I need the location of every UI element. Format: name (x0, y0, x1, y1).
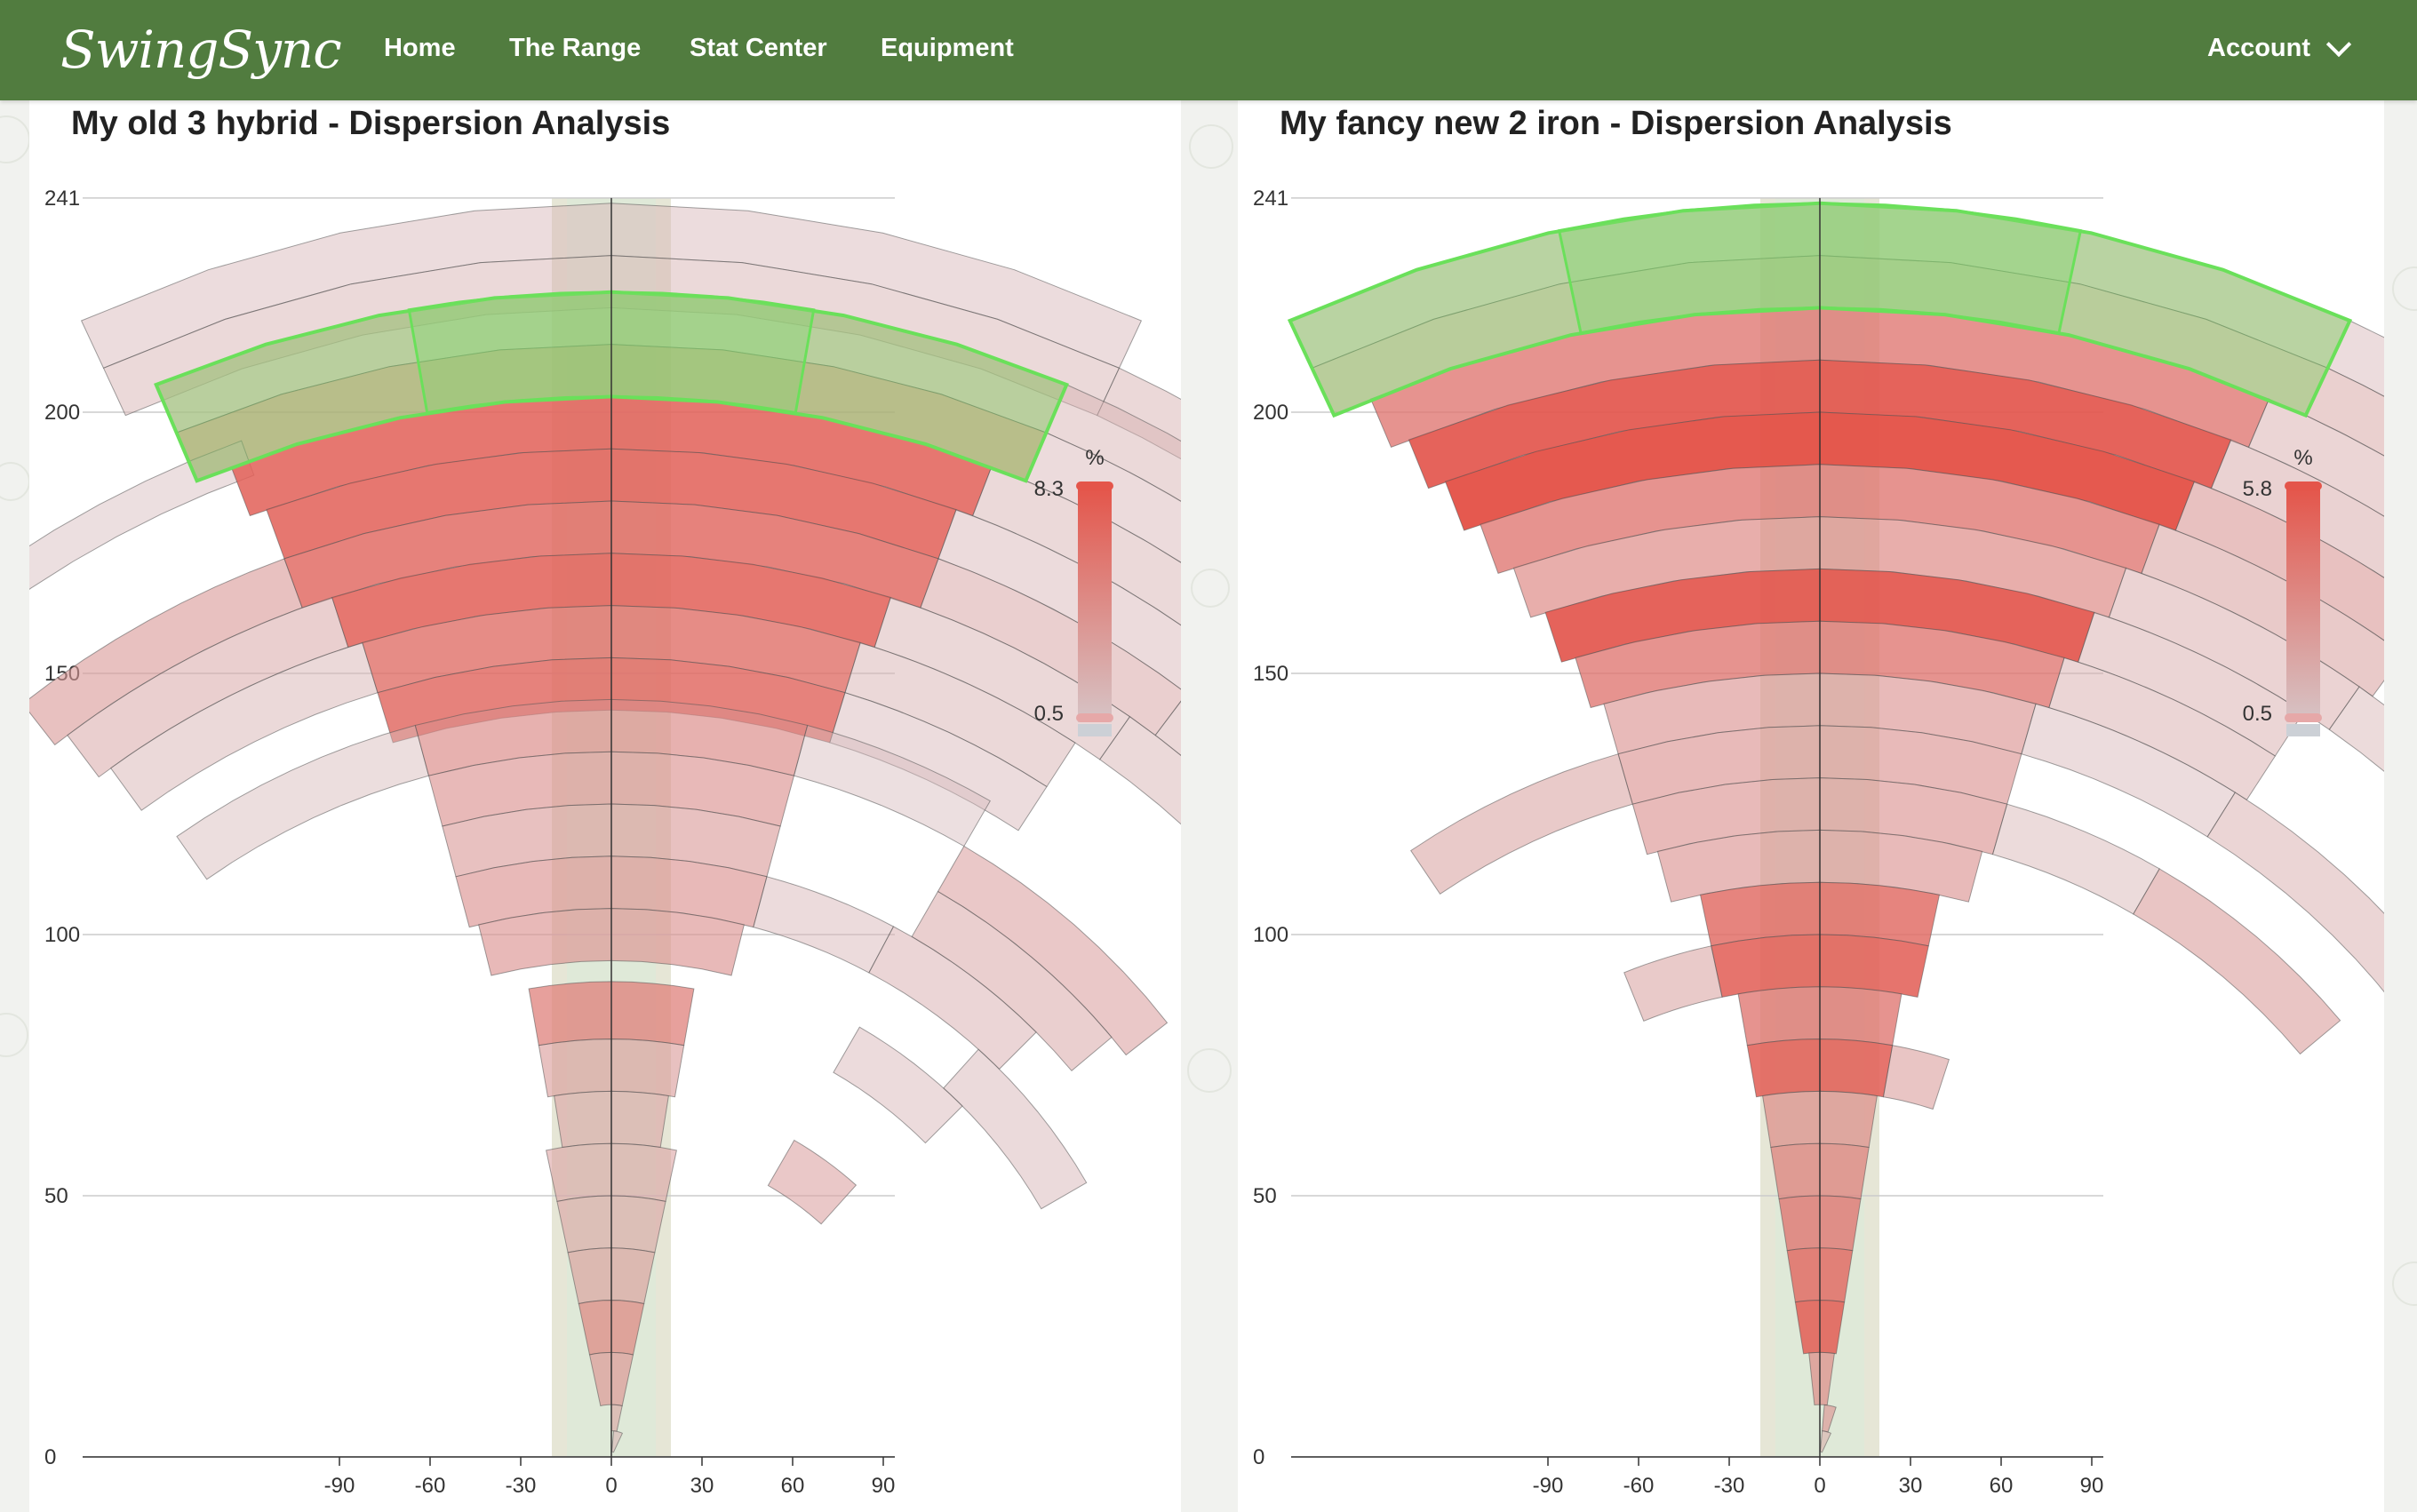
chevron-down-icon (2325, 31, 2352, 57)
y-tick-label: 0 (44, 1445, 56, 1469)
x-tick-label: -30 (506, 1474, 537, 1498)
dispersion-cell (1819, 1430, 1832, 1453)
x-tick-label: -60 (415, 1474, 446, 1498)
colorbar (1078, 487, 1112, 722)
colorbar-max-handle (2285, 481, 2322, 490)
dispersion-cell (1099, 715, 1181, 825)
nav-the-range[interactable]: The Range (509, 34, 642, 62)
dispersion-cell (2328, 686, 2384, 772)
dispersion-cell (829, 692, 1048, 832)
chart-title-right: My fancy new 2 iron - Dispersion Analysi… (1280, 105, 1952, 142)
dispersion-cell (2206, 792, 2384, 993)
x-tick-label: 60 (781, 1474, 805, 1498)
colorbar-min-handle (1076, 713, 1113, 722)
dispersion-chart-right: 241 200 150 100 50 0 -90 -60 -30 0 30 60 90% 5.8 0.5 (1253, 187, 2384, 1498)
x-tick-label: 90 (2080, 1474, 2104, 1498)
x-tick-label: 90 (872, 1474, 896, 1498)
colorbar-min-label: 0.5 (2243, 702, 2272, 726)
account-label: Account (2207, 34, 2310, 62)
colorbar-min-label: 0.5 (1034, 702, 1064, 726)
nav-home[interactable]: Home (384, 34, 456, 62)
top-navbar: SwingSync Home The Range Stat Center Equ… (0, 0, 2417, 100)
y-tick-label: 241 (1253, 187, 1288, 211)
colorbar-unit: % (2293, 446, 2312, 470)
y-tick-label: 200 (44, 401, 80, 425)
colorbar-min-handle (2285, 713, 2322, 722)
colorbar-max-label: 8.3 (1034, 477, 1064, 501)
y-tick-label: 150 (1253, 662, 1288, 686)
dispersion-cell (1410, 753, 1633, 895)
y-tick-label: 100 (1253, 923, 1288, 947)
x-tick-label: -90 (1533, 1474, 1564, 1498)
chart-panel-left: My old 3 hybrid - Dispersion Analysis 24… (29, 100, 1181, 1512)
colorbar (2286, 487, 2320, 722)
chart-panel-right: My fancy new 2 iron - Dispersion Analysi… (1238, 100, 2384, 1512)
chart-title-left: My old 3 hybrid - Dispersion Analysis (71, 105, 671, 142)
x-tick-label: -30 (1714, 1474, 1745, 1498)
colorbar-null-swatch (2286, 724, 2320, 736)
x-tick-label: 0 (605, 1474, 617, 1498)
x-tick-label: 60 (1990, 1474, 2014, 1498)
nav-stat-center[interactable]: Stat Center (690, 34, 827, 62)
dispersion-cell (1991, 803, 2160, 915)
dispersion-cell (1623, 945, 1723, 1022)
dispersion-cell (1097, 367, 1181, 460)
dispersion-cell (753, 876, 895, 974)
nav-equipment[interactable]: Equipment (881, 34, 1014, 62)
colorbar-null-swatch (1078, 724, 1112, 736)
account-menu[interactable]: Account (2207, 31, 2352, 63)
dispersion-cell (610, 1430, 624, 1453)
y-tick-label: 50 (44, 1184, 68, 1208)
x-tick-label: 30 (1899, 1474, 1923, 1498)
dispersion-cell (767, 1139, 858, 1225)
y-tick-label: 100 (44, 923, 80, 947)
dispersion-cell (943, 1048, 1088, 1210)
x-tick-label: -90 (324, 1474, 355, 1498)
dispersion-cell (833, 1026, 963, 1144)
y-tick-label: 50 (1253, 1184, 1277, 1208)
y-tick-label: 241 (44, 187, 80, 211)
y-tick-label: 200 (1253, 401, 1288, 425)
dispersion-cell (1882, 1045, 1950, 1110)
y-tick-label: 0 (1253, 1445, 1264, 1469)
x-tick-label: 30 (690, 1474, 714, 1498)
colorbar-unit: % (1085, 446, 1104, 470)
brand-logo[interactable]: SwingSync (60, 20, 342, 80)
x-tick-label: -60 (1623, 1474, 1655, 1498)
x-tick-label: 0 (1814, 1474, 1825, 1498)
dispersion-cell (1154, 700, 1181, 756)
colorbar-max-handle (1076, 481, 1113, 490)
dispersion-cell (2133, 868, 2341, 1055)
colorbar-max-label: 5.8 (2243, 477, 2272, 501)
